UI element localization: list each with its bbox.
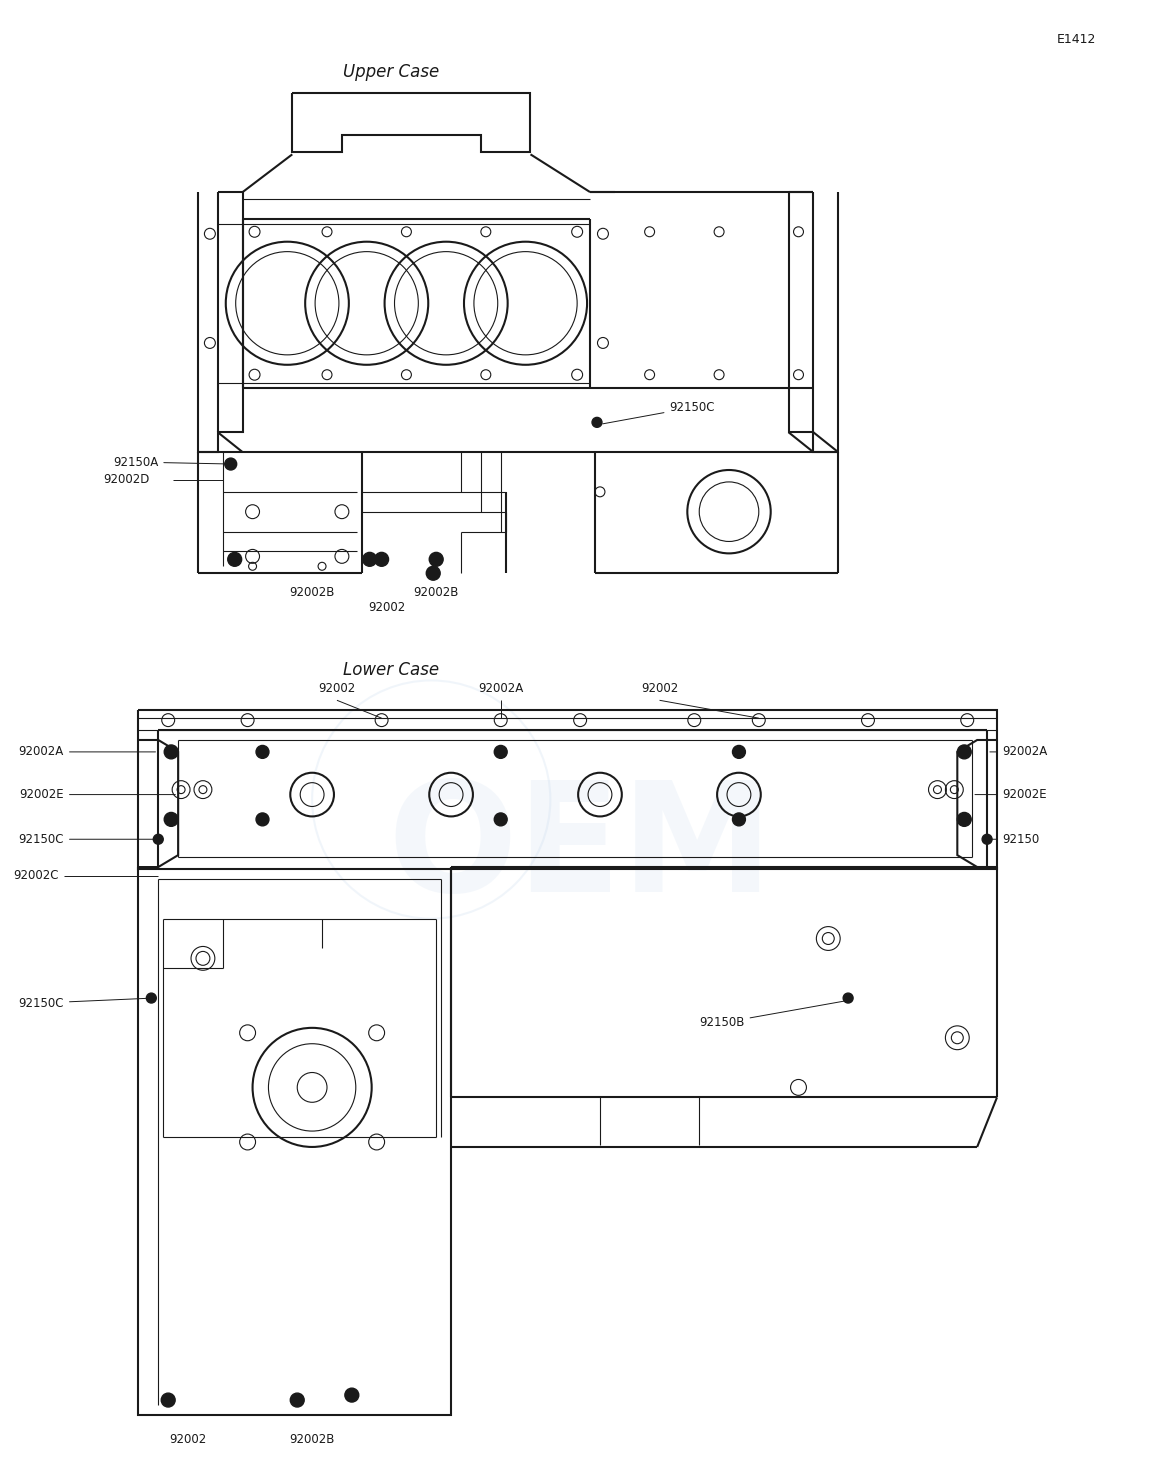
Text: 92002A: 92002A <box>478 682 523 696</box>
Text: E1412: E1412 <box>1057 34 1096 46</box>
Circle shape <box>146 993 157 1003</box>
Text: Lower Case: Lower Case <box>343 660 440 678</box>
Circle shape <box>225 458 237 470</box>
Text: 92002C: 92002C <box>14 870 59 882</box>
Circle shape <box>957 744 971 759</box>
Text: 92002: 92002 <box>169 1433 206 1446</box>
Circle shape <box>494 812 507 826</box>
Text: 92002B: 92002B <box>290 586 335 600</box>
Circle shape <box>375 552 389 566</box>
Circle shape <box>165 744 179 759</box>
Text: 92150B: 92150B <box>699 1000 847 1029</box>
Circle shape <box>345 1388 358 1402</box>
Text: 92150C: 92150C <box>19 997 151 1009</box>
Circle shape <box>227 552 241 566</box>
Text: 92150C: 92150C <box>19 833 158 846</box>
Circle shape <box>153 835 164 845</box>
Text: 92002A: 92002A <box>19 746 155 758</box>
Circle shape <box>429 552 443 566</box>
Text: 92002B: 92002B <box>290 1433 335 1446</box>
Text: 92002B: 92002B <box>413 586 459 600</box>
Text: 92002: 92002 <box>368 601 405 614</box>
Text: Upper Case: Upper Case <box>343 64 440 81</box>
Text: 92002D: 92002D <box>103 474 150 486</box>
Text: 92002A: 92002A <box>989 746 1047 758</box>
Circle shape <box>426 566 440 580</box>
Circle shape <box>256 746 269 758</box>
Text: 92002: 92002 <box>318 682 356 696</box>
Circle shape <box>843 993 853 1003</box>
Circle shape <box>363 552 377 566</box>
Circle shape <box>732 746 746 758</box>
Circle shape <box>256 812 269 826</box>
Text: 92150C: 92150C <box>603 400 715 424</box>
Circle shape <box>290 1393 304 1408</box>
Text: 92150: 92150 <box>992 833 1039 846</box>
Text: 92002E: 92002E <box>974 789 1046 801</box>
Text: OEM: OEM <box>387 774 774 923</box>
Circle shape <box>957 812 971 826</box>
Circle shape <box>161 1393 175 1408</box>
Circle shape <box>494 746 507 758</box>
Circle shape <box>165 812 179 826</box>
Circle shape <box>983 835 992 845</box>
Text: 92002E: 92002E <box>20 789 175 801</box>
Text: 92150A: 92150A <box>113 455 230 468</box>
Circle shape <box>732 812 746 826</box>
Text: 92002: 92002 <box>641 682 679 696</box>
Circle shape <box>592 418 602 427</box>
